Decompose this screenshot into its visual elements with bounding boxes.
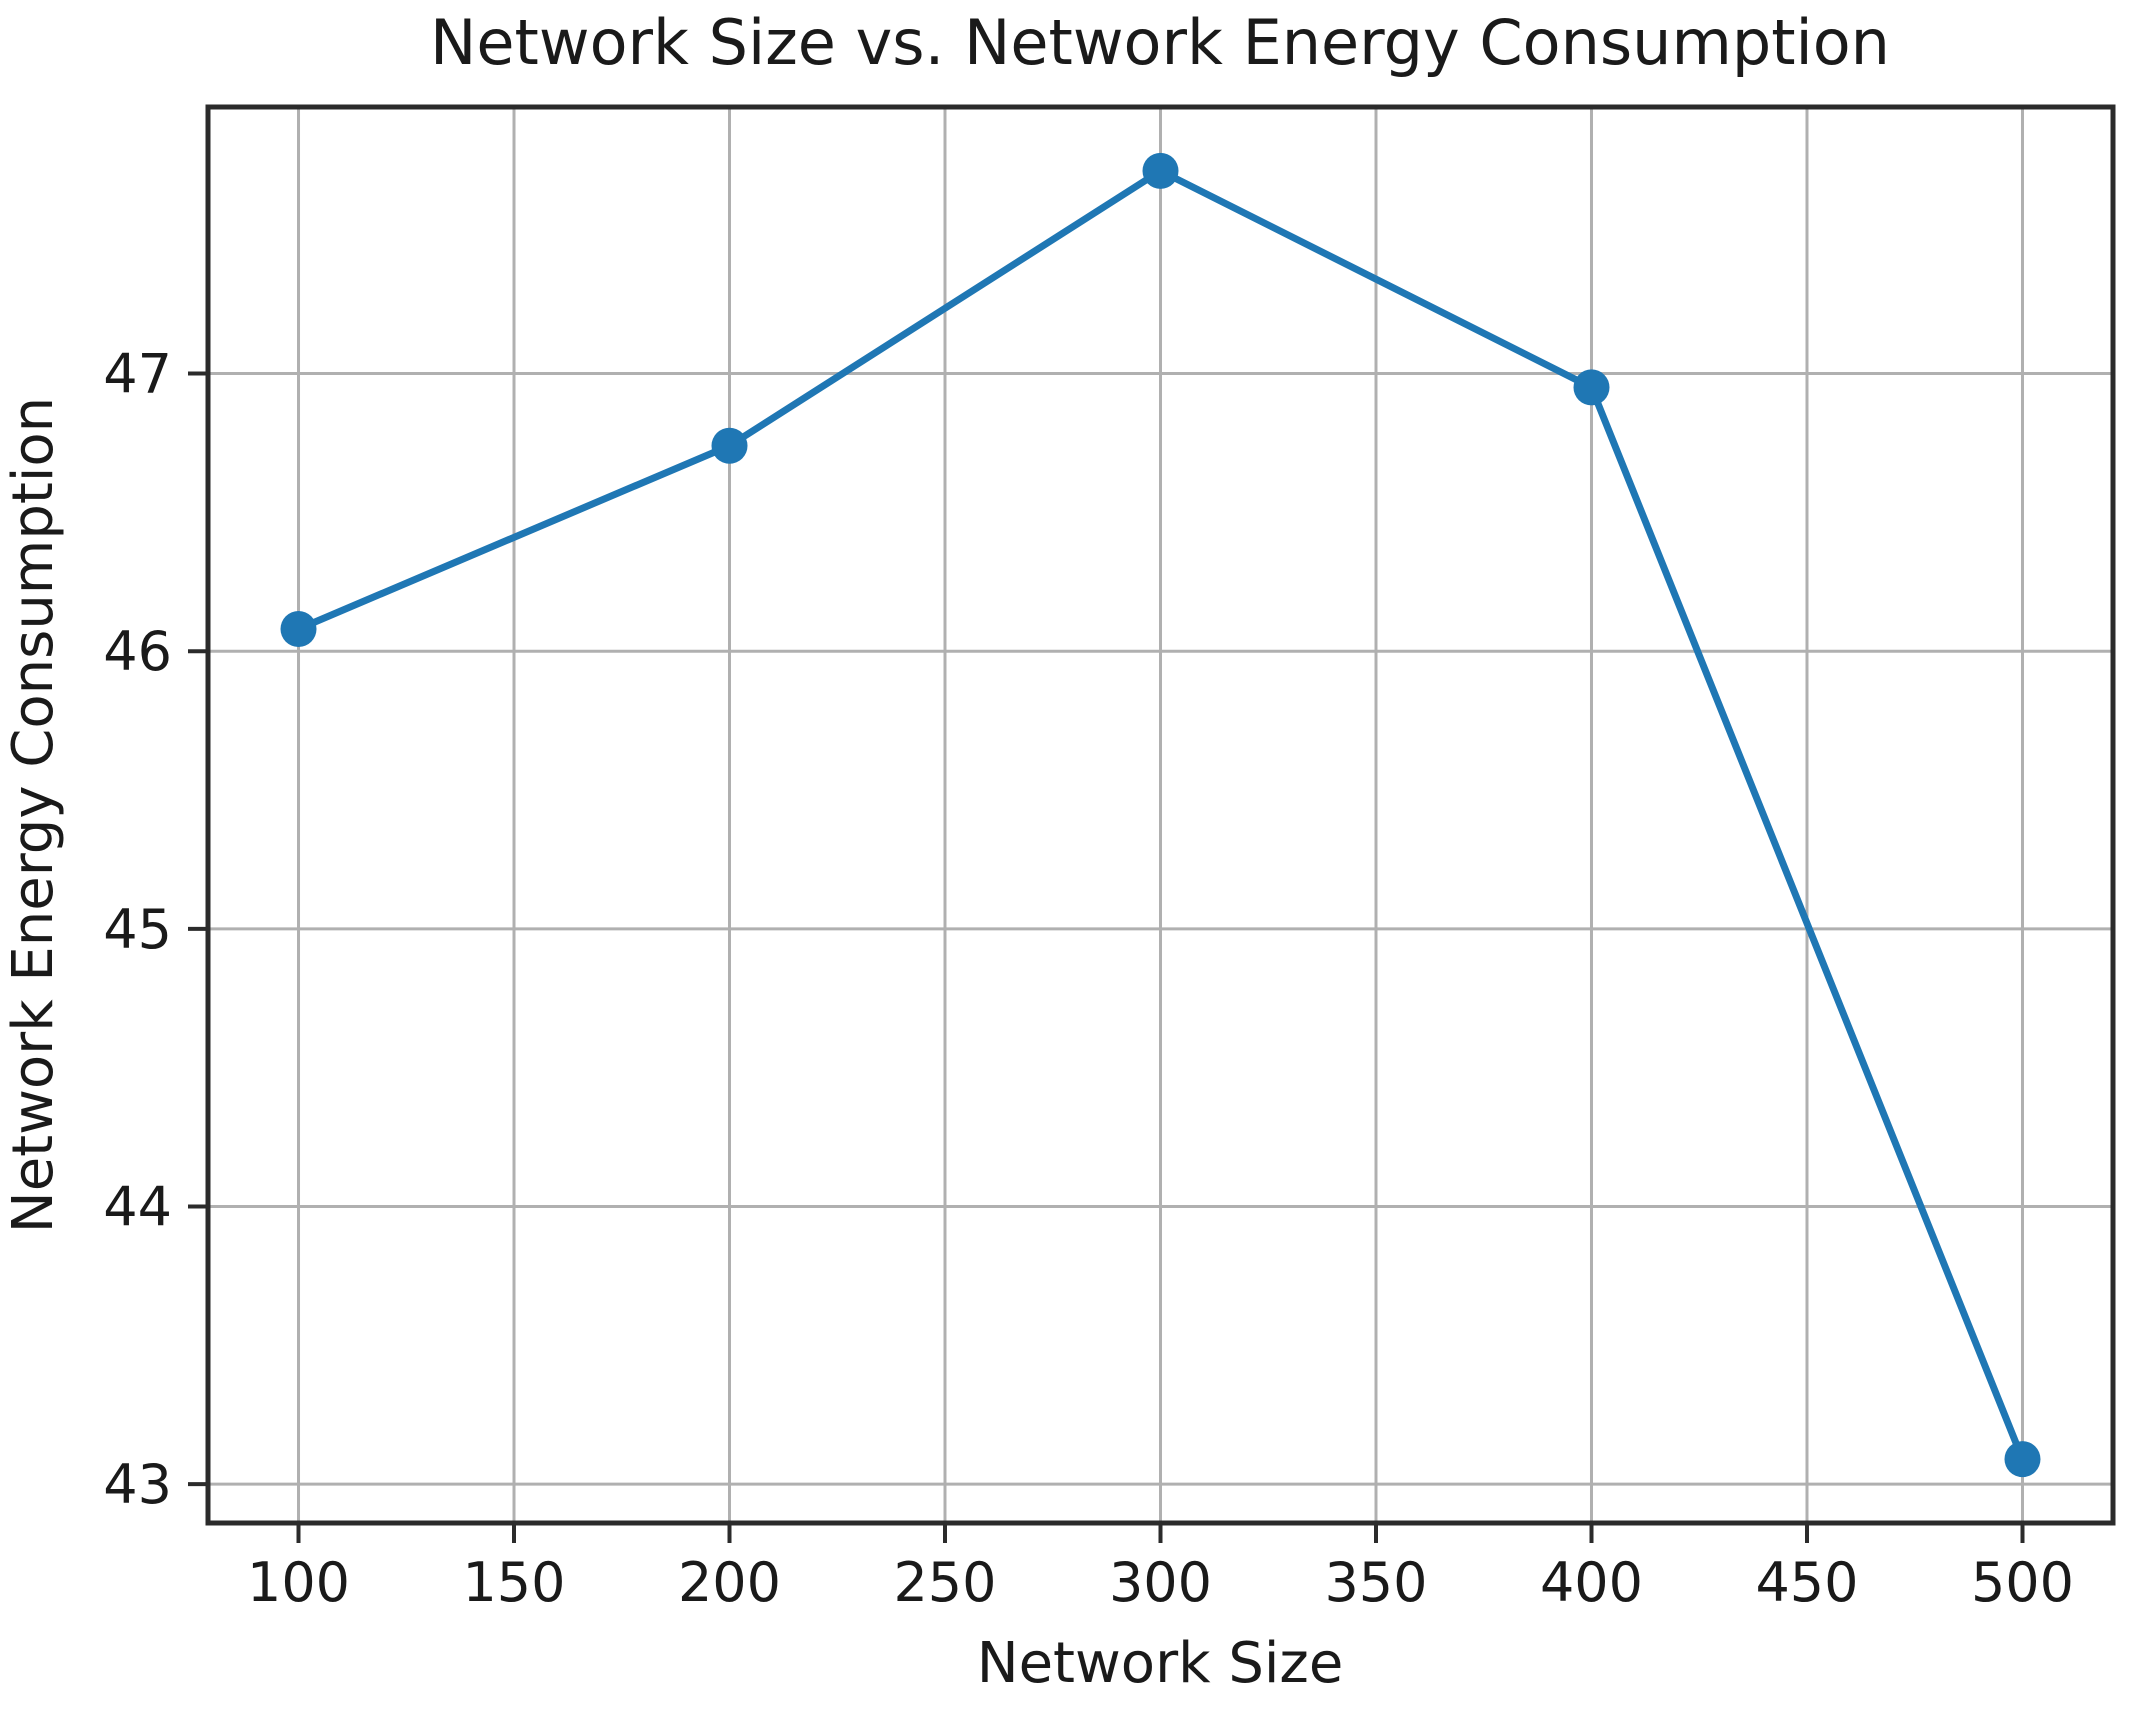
x-tick-label: 400	[1540, 1551, 1643, 1614]
y-tick-label: 47	[103, 343, 172, 406]
data-point	[280, 610, 317, 647]
ticks-layer	[188, 371, 2025, 1543]
tick-labels-layer: 100 150 200 250 300 350 400 450 500 43 44 45 46 47	[103, 343, 2074, 1614]
data-point	[1573, 369, 1610, 406]
x-tick-label: 150	[462, 1551, 565, 1614]
y-tick-label: 43	[103, 1453, 172, 1516]
x-tick-label: 100	[247, 1551, 350, 1614]
chart-title: Network Size vs. Network Energy Consumpt…	[430, 6, 1890, 79]
x-tick-label: 450	[1755, 1551, 1858, 1614]
y-tick-label: 44	[103, 1175, 172, 1238]
data-point	[1142, 152, 1179, 189]
y-tick-label: 45	[103, 898, 172, 961]
x-tick-label: 300	[1109, 1551, 1212, 1614]
data-series-layer	[280, 152, 2041, 1478]
x-tick-label: 500	[1971, 1551, 2074, 1614]
x-axis-label: Network Size	[977, 1631, 1344, 1696]
x-tick-label: 250	[893, 1551, 996, 1614]
x-tick-label: 200	[678, 1551, 781, 1614]
y-axis-label: Network Energy Consumption	[1, 397, 66, 1233]
data-point	[2004, 1441, 2041, 1478]
gridlines-layer	[208, 107, 2113, 1523]
y-tick-label: 46	[103, 620, 172, 683]
data-point	[711, 427, 748, 464]
x-tick-label: 350	[1324, 1551, 1427, 1614]
